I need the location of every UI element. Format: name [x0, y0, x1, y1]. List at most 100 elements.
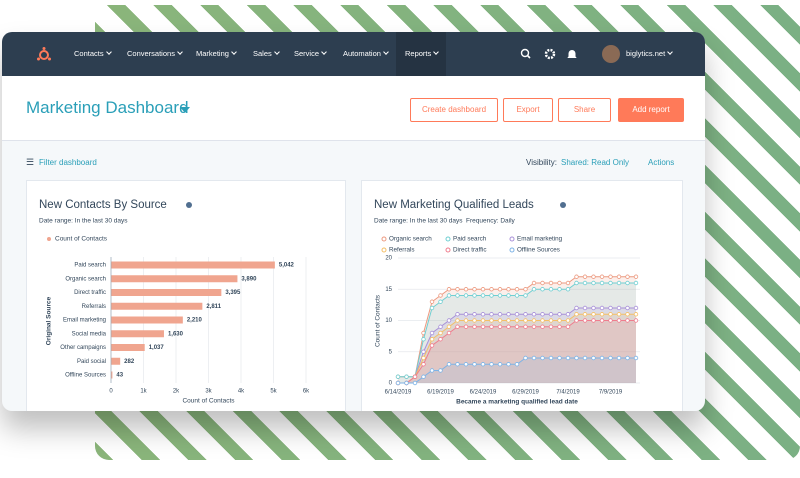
x-tick-label: 6/29/2019 [512, 390, 539, 396]
visibility-menu[interactable]: Shared: Read Only [561, 158, 630, 167]
point [557, 287, 562, 292]
info-icon [186, 202, 192, 208]
point [531, 312, 537, 317]
point [625, 274, 630, 279]
avatar[interactable] [602, 45, 620, 63]
nav-item[interactable]: Reports [405, 32, 438, 76]
point [608, 274, 613, 279]
category-label: Organic search [65, 276, 106, 282]
x-tick-label: 6/14/2019 [385, 390, 412, 396]
title-caret[interactable] [180, 107, 190, 113]
actions-menu[interactable]: Actions [648, 158, 675, 167]
line-chart: New Marketing Qualified Leads Date range:… [374, 199, 640, 406]
point [523, 318, 528, 323]
report-card: New Marketing Qualified Leads Date range:… [361, 180, 683, 411]
value-label: 1,630 [168, 331, 184, 337]
category-label: Social media [72, 331, 107, 337]
point [463, 287, 469, 292]
x-tick-label: 4k [238, 389, 245, 395]
point [540, 280, 545, 286]
y-tick-label: 20 [385, 256, 392, 262]
point [599, 305, 605, 311]
point [608, 318, 613, 323]
date-range: Date range: In the last 30 days [39, 218, 128, 225]
nav-item[interactable]: Sales [253, 32, 279, 76]
nav-item[interactable]: Marketing [196, 32, 236, 76]
dashboard-title[interactable]: Marketing Dashboard [26, 98, 189, 117]
point [463, 293, 469, 298]
category-label: Email marketing [63, 318, 106, 324]
x-axis-label: Became a marketing qualified lead date [456, 399, 578, 406]
category-label: Other campaigns [60, 345, 106, 351]
point [591, 280, 596, 286]
point [625, 280, 630, 286]
x-tick-label: 5k [270, 389, 277, 395]
point [540, 312, 545, 317]
button[interactable]: Export [503, 98, 553, 122]
bar-chart: New Contacts By Source Date range: In the… [39, 199, 310, 405]
button[interactable]: Create dashboard [410, 98, 498, 122]
point [523, 355, 528, 361]
point [565, 287, 571, 292]
point [455, 287, 460, 292]
point [574, 280, 579, 286]
category-label: Paid search [74, 263, 106, 269]
x-axis-label: Count of Contacts [182, 398, 235, 405]
bar [111, 357, 121, 365]
y-tick-label: 5 [389, 349, 393, 355]
point [480, 312, 486, 317]
point [582, 305, 588, 311]
point [523, 293, 528, 298]
filter-link[interactable]: Filter dashboard [39, 158, 97, 167]
point [565, 355, 571, 361]
point [574, 312, 579, 317]
info-icon [560, 202, 566, 208]
button[interactable]: Add report [618, 98, 684, 122]
point [514, 324, 520, 329]
nav-icons[interactable] [520, 48, 582, 62]
nav-item[interactable]: Service [294, 32, 326, 76]
point [463, 324, 469, 329]
point [489, 318, 494, 323]
nav-item[interactable]: Automation [343, 32, 388, 76]
point [574, 274, 579, 279]
point [421, 349, 426, 354]
point [599, 318, 605, 323]
point [565, 312, 571, 317]
point [489, 287, 494, 292]
bar [111, 316, 183, 324]
nav-item[interactable]: Contacts [74, 32, 111, 76]
point [582, 274, 588, 279]
legend-label: Email marketing [517, 236, 563, 243]
account-menu[interactable]: biglytics.net [626, 32, 672, 76]
point [446, 293, 452, 298]
point [506, 312, 511, 317]
point [548, 318, 554, 323]
point [565, 318, 571, 323]
point [540, 287, 545, 292]
point [438, 368, 443, 373]
point [438, 330, 443, 336]
filter-icon[interactable]: ☰ [26, 157, 35, 167]
point [489, 293, 494, 298]
visibility-label: Visibility: [526, 158, 557, 167]
bar [111, 330, 164, 338]
point [548, 287, 554, 292]
point [531, 355, 537, 361]
point [463, 312, 469, 317]
value-label: 2,811 [206, 304, 221, 310]
point [489, 312, 494, 317]
date-range: Date range: In the last 30 days [374, 218, 463, 225]
x-tick-label: 6k [303, 389, 310, 395]
point [472, 362, 477, 367]
point [421, 337, 426, 342]
button[interactable]: Share [558, 98, 611, 122]
point [540, 324, 545, 329]
point [446, 287, 452, 292]
nav-item[interactable]: Conversations [127, 32, 182, 76]
logo [37, 47, 51, 61]
point [523, 312, 528, 317]
value-label: 1,037 [149, 345, 165, 351]
point [412, 380, 418, 386]
point [565, 324, 571, 329]
